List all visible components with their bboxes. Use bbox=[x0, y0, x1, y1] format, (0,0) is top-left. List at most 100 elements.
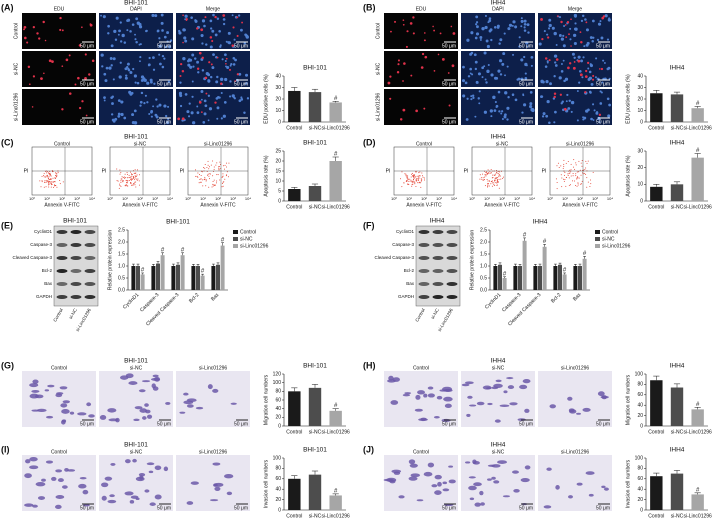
stained-cell bbox=[55, 495, 65, 499]
cell bbox=[573, 61, 576, 63]
chart-title: IHH4 bbox=[670, 140, 685, 147]
cell bbox=[204, 76, 208, 80]
cell bbox=[225, 65, 228, 68]
significance: # bbox=[181, 247, 185, 253]
image-title: si-Linc01296 bbox=[561, 365, 590, 371]
event bbox=[494, 177, 496, 179]
stained-cell bbox=[383, 478, 394, 482]
cell bbox=[405, 45, 408, 48]
cell bbox=[471, 73, 474, 76]
y-tick-label: 20 bbox=[275, 415, 281, 421]
bar bbox=[288, 478, 301, 510]
stained-cell bbox=[212, 388, 219, 393]
bar bbox=[200, 275, 205, 290]
stained-cell bbox=[601, 395, 607, 400]
cell bbox=[32, 26, 36, 29]
x-axis-label: Annexin V-FITC bbox=[484, 202, 520, 208]
stained-cell bbox=[141, 380, 151, 383]
cell bbox=[512, 20, 516, 24]
x-axis-label: Annexin V-FITC bbox=[122, 202, 158, 208]
cell bbox=[554, 61, 557, 64]
stained-cell bbox=[41, 478, 46, 482]
plot-title: Control bbox=[54, 141, 70, 147]
cell bbox=[488, 19, 492, 23]
y-tick-label: 15 bbox=[275, 168, 281, 174]
stained-cell bbox=[25, 459, 31, 464]
event bbox=[134, 181, 136, 183]
event bbox=[486, 173, 488, 175]
bar bbox=[502, 278, 507, 290]
event bbox=[563, 165, 565, 167]
event bbox=[415, 178, 417, 180]
cell bbox=[548, 121, 551, 124]
event bbox=[223, 168, 225, 170]
stained-cell bbox=[509, 402, 518, 406]
event bbox=[208, 175, 210, 177]
cell bbox=[131, 23, 135, 26]
event bbox=[206, 171, 208, 173]
cell bbox=[409, 22, 413, 25]
x-tick-label: si-Linc01296 bbox=[683, 204, 712, 210]
cell bbox=[179, 74, 182, 77]
scale-label: 50 μm bbox=[519, 81, 533, 87]
band bbox=[56, 282, 68, 286]
blot bbox=[53, 225, 99, 307]
event bbox=[205, 185, 207, 187]
chart-title: BHI-101 bbox=[303, 363, 327, 370]
chart-title: BHI-101 bbox=[303, 447, 327, 454]
band bbox=[70, 282, 82, 286]
cell bbox=[479, 36, 483, 39]
cell bbox=[189, 65, 193, 69]
cell bbox=[601, 16, 605, 20]
stained-cell bbox=[448, 465, 454, 468]
event bbox=[570, 175, 572, 177]
cell bbox=[216, 17, 220, 21]
cell bbox=[224, 53, 227, 57]
cell bbox=[558, 76, 562, 80]
bar bbox=[288, 90, 301, 122]
stained-cell bbox=[45, 460, 54, 464]
cell bbox=[553, 75, 556, 78]
event bbox=[201, 171, 203, 173]
event bbox=[417, 182, 419, 184]
y-tick-label: 10 bbox=[275, 108, 281, 114]
cell bbox=[447, 72, 450, 74]
cell bbox=[554, 64, 558, 67]
event bbox=[134, 179, 136, 181]
bar bbox=[329, 410, 342, 426]
y-tick-label: 1.0 bbox=[480, 263, 487, 269]
cell bbox=[549, 82, 552, 86]
cell bbox=[152, 56, 155, 60]
cell bbox=[547, 36, 550, 39]
y-tick-label: 0 bbox=[640, 119, 643, 125]
event bbox=[407, 175, 409, 177]
cell bbox=[51, 60, 54, 63]
cell bbox=[475, 32, 480, 36]
x-tick-label: 10⁰ bbox=[107, 196, 113, 201]
cell bbox=[161, 54, 165, 58]
stained-cell bbox=[443, 388, 453, 392]
scale-label: 50 μm bbox=[234, 119, 248, 125]
cell bbox=[194, 19, 198, 23]
panel-letter: (H) bbox=[363, 360, 376, 370]
event bbox=[564, 178, 566, 180]
cell bbox=[523, 55, 526, 59]
cell bbox=[604, 14, 608, 18]
event bbox=[496, 178, 498, 180]
event bbox=[572, 175, 574, 177]
event bbox=[116, 180, 118, 182]
bar bbox=[558, 264, 562, 290]
cell bbox=[232, 56, 236, 60]
stained-cell bbox=[230, 402, 237, 405]
stained-cell bbox=[416, 499, 424, 502]
cell bbox=[412, 16, 415, 19]
event bbox=[494, 180, 496, 182]
event bbox=[138, 184, 140, 186]
band bbox=[56, 269, 68, 273]
event bbox=[494, 179, 496, 181]
event bbox=[134, 169, 136, 171]
event bbox=[575, 173, 577, 175]
cell bbox=[493, 109, 497, 112]
event bbox=[40, 186, 42, 188]
micrograph bbox=[461, 51, 535, 87]
